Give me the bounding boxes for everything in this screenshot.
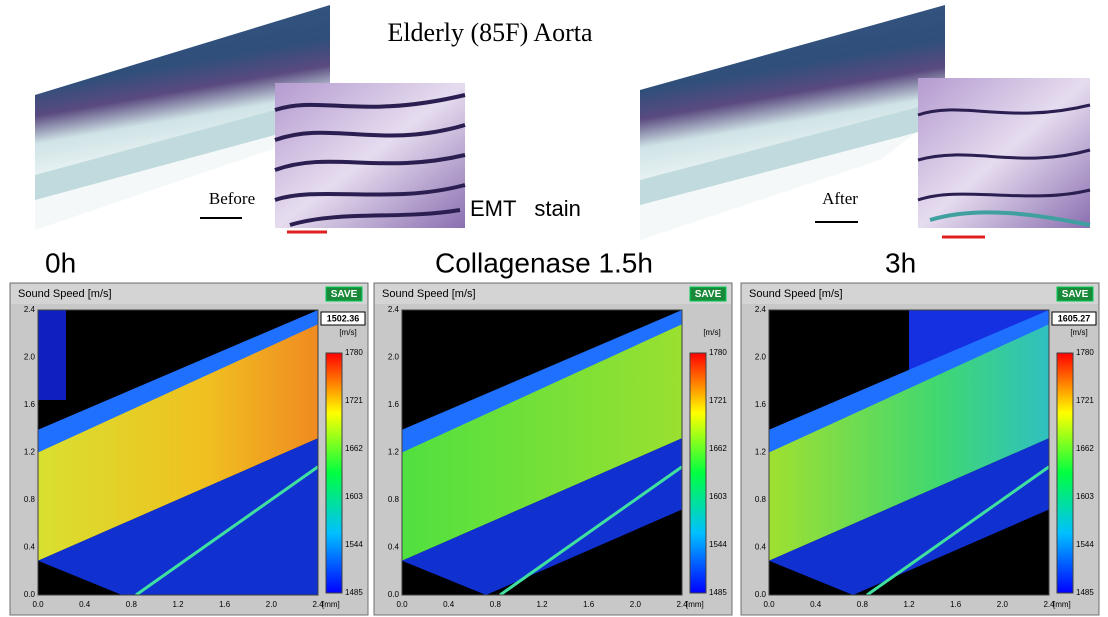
colorbar-tick-label: 1662 <box>345 444 363 453</box>
colorbar-unit: [m/s] <box>339 328 356 337</box>
inset-before <box>275 83 465 228</box>
sound-speed-panel: Sound Speed [m/s] SAVE 2.4 2.0 1.6 1.2 0.8 0.4 0… <box>10 283 368 615</box>
time-label: Collagenase 1.5h <box>435 247 653 278</box>
save-button[interactable]: SAVE <box>1057 287 1093 301</box>
figure-canvas: Elderly (85F) Aorta Before After EMT sta… <box>0 0 1108 617</box>
figure: Elderly (85F) Aorta Before After EMT sta… <box>0 0 1108 617</box>
save-button-label: SAVE <box>1062 289 1089 300</box>
colorbar-tick-label: 1662 <box>709 444 727 453</box>
x-tick-label: 1.2 <box>903 600 915 609</box>
panel-title: Sound Speed [m/s] <box>749 288 843 300</box>
colorbar-unit: [m/s] <box>703 328 720 337</box>
inset-after <box>918 78 1090 228</box>
x-tick-label: 2.0 <box>997 600 1009 609</box>
y-tick-label: 2.4 <box>24 305 36 314</box>
sound-speed-panel: Sound Speed [m/s] SAVE 2.4 2.0 1.6 1.2 0.8 0.4 0… <box>741 283 1099 615</box>
colorbar-tick-label: 1603 <box>345 492 363 501</box>
x-tick-label: 1.2 <box>172 600 184 609</box>
colorbar-tick-label: 1721 <box>345 396 363 405</box>
y-tick-label: 1.6 <box>24 400 36 409</box>
panel-title: Sound Speed [m/s] <box>18 288 112 300</box>
x-tick-label: 0.0 <box>396 600 408 609</box>
time-label: 0h <box>45 247 76 278</box>
colorbar <box>326 353 342 593</box>
y-tick-label: 0.8 <box>755 495 767 504</box>
y-tick-label: 0.0 <box>388 590 400 599</box>
readout: 1502.36 <box>327 313 360 323</box>
save-button[interactable]: SAVE <box>690 287 726 301</box>
colorbar-tick-label: 1780 <box>709 348 727 357</box>
micrograph-after <box>640 5 945 240</box>
y-tick-label: 0.0 <box>755 590 767 599</box>
x-tick-label: 0.8 <box>857 600 869 609</box>
panel-title: Sound Speed [m/s] <box>382 288 476 300</box>
x-tick-label: 0.0 <box>32 600 44 609</box>
save-button[interactable]: SAVE <box>326 287 362 301</box>
x-tick-label: 2.0 <box>266 600 278 609</box>
figure-title: Elderly (85F) Aorta <box>387 18 593 47</box>
sound-speed-panel: Sound Speed [m/s] SAVE 2.4 2.0 1.6 1.2 0.8 0.4 0… <box>374 283 732 615</box>
x-tick-label: 0.4 <box>810 600 822 609</box>
colorbar-tick-label: 1603 <box>1076 492 1094 501</box>
x-tick-label: 0.8 <box>490 600 502 609</box>
sound-speed-map <box>38 310 318 595</box>
y-tick-label: 0.8 <box>388 495 400 504</box>
y-tick-label: 0.4 <box>755 543 767 552</box>
colorbar-tick-label: 1485 <box>709 588 727 597</box>
sound-speed-map <box>402 310 682 595</box>
y-tick-label: 2.0 <box>24 353 36 362</box>
colorbar-tick-label: 1544 <box>345 540 363 549</box>
colorbar-tick-label: 1780 <box>1076 348 1094 357</box>
y-tick-label: 1.2 <box>755 448 767 457</box>
save-button-label: SAVE <box>331 289 358 300</box>
colorbar-tick-label: 1485 <box>1076 588 1094 597</box>
y-tick-label: 1.6 <box>755 400 767 409</box>
x-tick-label: 2.0 <box>630 600 642 609</box>
colorbar-tick-label: 1485 <box>345 588 363 597</box>
y-tick-label: 2.4 <box>388 305 400 314</box>
colorbar <box>690 353 706 593</box>
save-button-label: SAVE <box>695 289 722 300</box>
y-tick-label: 0.4 <box>388 543 400 552</box>
y-tick-label: 2.0 <box>755 353 767 362</box>
colorbar-tick-label: 1603 <box>709 492 727 501</box>
x-tick-label: 1.6 <box>950 600 962 609</box>
y-tick-label: 1.2 <box>24 448 36 457</box>
colorbar-tick-label: 1721 <box>1076 396 1094 405</box>
y-tick-label: 0.0 <box>24 590 36 599</box>
x-tick-label: 0.4 <box>79 600 91 609</box>
y-tick-label: 1.2 <box>388 448 400 457</box>
y-tick-label: 2.4 <box>755 305 767 314</box>
label-before: Before <box>209 189 255 208</box>
y-tick-label: 0.4 <box>24 543 36 552</box>
y-tick-label: 2.0 <box>388 353 400 362</box>
colorbar <box>1057 353 1073 593</box>
map-region <box>38 310 66 400</box>
stain-label: EMT stain <box>470 196 581 221</box>
x-tick-label: 0.4 <box>443 600 455 609</box>
x-tick-label: 1.6 <box>219 600 231 609</box>
x-unit: [mm] <box>686 600 704 609</box>
x-unit: [mm] <box>1053 600 1071 609</box>
y-tick-label: 1.6 <box>388 400 400 409</box>
colorbar-tick-label: 1780 <box>345 348 363 357</box>
colorbar-tick-label: 1721 <box>709 396 727 405</box>
sound-speed-map <box>769 310 1049 595</box>
x-tick-label: 1.2 <box>536 600 548 609</box>
colorbar-unit: [m/s] <box>1070 328 1087 337</box>
label-after: After <box>822 189 858 208</box>
colorbar-tick-label: 1662 <box>1076 444 1094 453</box>
x-tick-label: 0.8 <box>126 600 138 609</box>
readout: 1605.27 <box>1058 313 1091 323</box>
x-unit: [mm] <box>322 600 340 609</box>
x-tick-label: 1.6 <box>583 600 595 609</box>
y-tick-label: 0.8 <box>24 495 36 504</box>
colorbar-tick-label: 1544 <box>709 540 727 549</box>
x-tick-label: 0.0 <box>763 600 775 609</box>
colorbar-tick-label: 1544 <box>1076 540 1094 549</box>
time-label: 3h <box>885 247 916 278</box>
